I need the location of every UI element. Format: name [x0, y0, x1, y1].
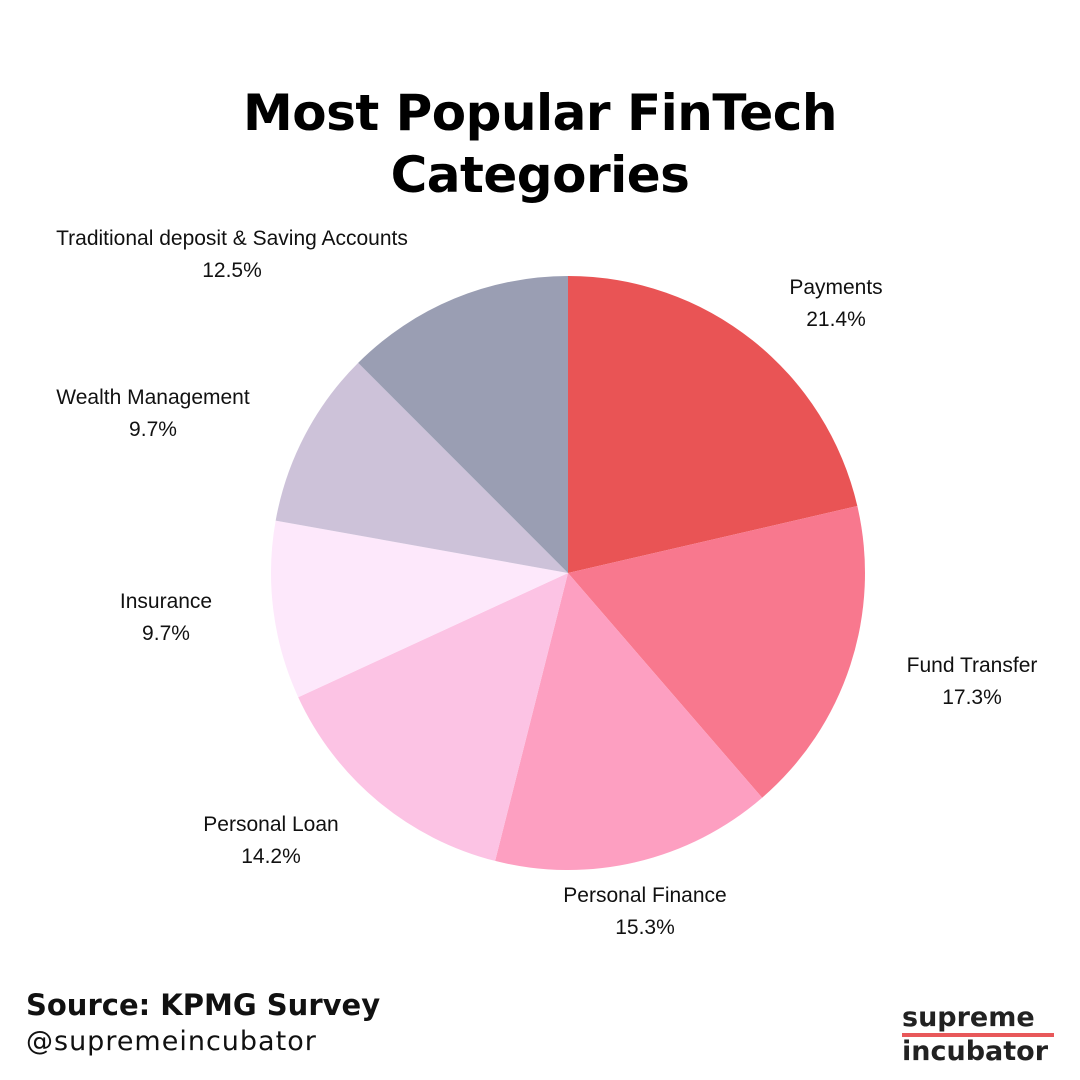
slice-label: Insurance 9.7%: [120, 586, 212, 650]
slice-label: Fund Transfer 17.3%: [907, 650, 1038, 714]
slice-label-value: 17.3%: [942, 686, 1002, 709]
chart-title-line-2: Categories: [390, 145, 690, 204]
slice-label: Traditional deposit & Saving Accounts 12.…: [56, 223, 408, 287]
pie-slice-personal-loan: [298, 573, 568, 861]
slice-label-name: Fund Transfer: [906, 654, 1038, 677]
slice-label-name: Personal Loan: [203, 813, 339, 836]
pie-slice-fund-transfer: [568, 506, 865, 798]
slice-label-value: 9.7%: [142, 622, 190, 645]
slice-label-value: 21.4%: [806, 308, 866, 331]
slice-label: Wealth Management 9.7%: [56, 382, 249, 446]
pie-slice-personal-finance: [495, 573, 763, 871]
slice-label-value: 9.7%: [129, 418, 177, 441]
slice-label-name: Insurance: [119, 590, 213, 613]
slice-label: Personal Finance 15.3%: [563, 880, 726, 944]
brand-logo-line-1: supreme: [902, 1002, 1035, 1033]
slice-label-name: Personal Finance: [563, 884, 727, 907]
chart-title: Most Popular FinTech Categories: [0, 82, 1080, 206]
slice-label: Personal Loan 14.2%: [203, 809, 338, 873]
source-note: Source: KPMG Survey: [26, 988, 381, 1022]
pie-slice-wealth-management: [275, 362, 568, 573]
slice-label-value: 15.3%: [615, 916, 675, 939]
brand-logo-line-2: incubator: [902, 1036, 1049, 1067]
chart-title-line-1: Most Popular FinTech: [242, 83, 838, 142]
slice-label: Payments 21.4%: [789, 272, 882, 336]
slice-label-value: 12.5%: [202, 259, 262, 282]
social-handle: @supremeincubator: [26, 1026, 317, 1057]
pie-slice-insurance: [271, 520, 568, 698]
slice-label-name: Traditional deposit & Saving Accounts: [56, 227, 408, 250]
slice-label-name: Payments: [789, 276, 883, 299]
pie-slice-traditional-deposit-saving-accounts: [358, 276, 568, 573]
slice-label-name: Wealth Management: [56, 386, 250, 409]
brand-logo-underline: [902, 1033, 1054, 1037]
pie-slice-payments: [568, 276, 858, 573]
slice-label-value: 14.2%: [241, 845, 301, 868]
brand-logo: supreme incubator: [902, 1004, 1054, 1066]
